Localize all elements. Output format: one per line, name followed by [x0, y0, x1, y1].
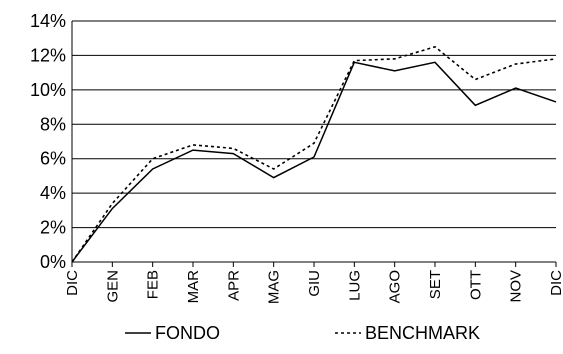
x-tick-label: APR — [225, 270, 242, 301]
y-tick-label: 10% — [30, 80, 66, 100]
x-tick-label: AGO — [387, 270, 404, 303]
y-tick-label: 6% — [40, 149, 66, 169]
x-tick-labels: DIC GEN FEB MAR APR MAG GIU LUG AGO SET OTT NOV DIC — [64, 270, 563, 304]
x-tick-label: FEB — [145, 270, 162, 299]
x-tick-label: LUG — [346, 270, 363, 301]
y-tick-label: 8% — [40, 114, 66, 134]
y-tick-labels: 0% 2% 4% 6% 8% 10% 12% 14% — [30, 11, 66, 272]
gridlines — [72, 20, 556, 229]
axes — [71, 21, 557, 267]
x-tick-label: SET — [427, 270, 444, 299]
x-tick-label: GEN — [104, 270, 121, 303]
y-tick-label: 12% — [30, 45, 66, 65]
legend: FONDO BENCHMARK — [125, 323, 480, 343]
y-tick-label: 0% — [40, 252, 66, 272]
x-tick-label: DIC — [548, 270, 563, 296]
y-tick-label: 14% — [30, 11, 66, 31]
x-tick-label: OTT — [467, 270, 484, 300]
series-lines — [71, 45, 557, 263]
series-line-benchmark — [71, 45, 557, 263]
x-tick-label: GIU — [306, 270, 323, 297]
legend-label-benchmark: BENCHMARK — [365, 323, 480, 343]
y-tick-label: 4% — [40, 183, 66, 203]
x-tick-label: NOV — [508, 270, 525, 303]
x-tick-label: DIC — [64, 270, 81, 296]
series-line-fondo — [71, 61, 557, 263]
legend-label-fondo: FONDO — [155, 323, 220, 343]
y-tick-label: 2% — [40, 218, 66, 238]
x-tick-label: MAR — [185, 270, 202, 304]
x-tick-label: MAG — [266, 270, 283, 304]
